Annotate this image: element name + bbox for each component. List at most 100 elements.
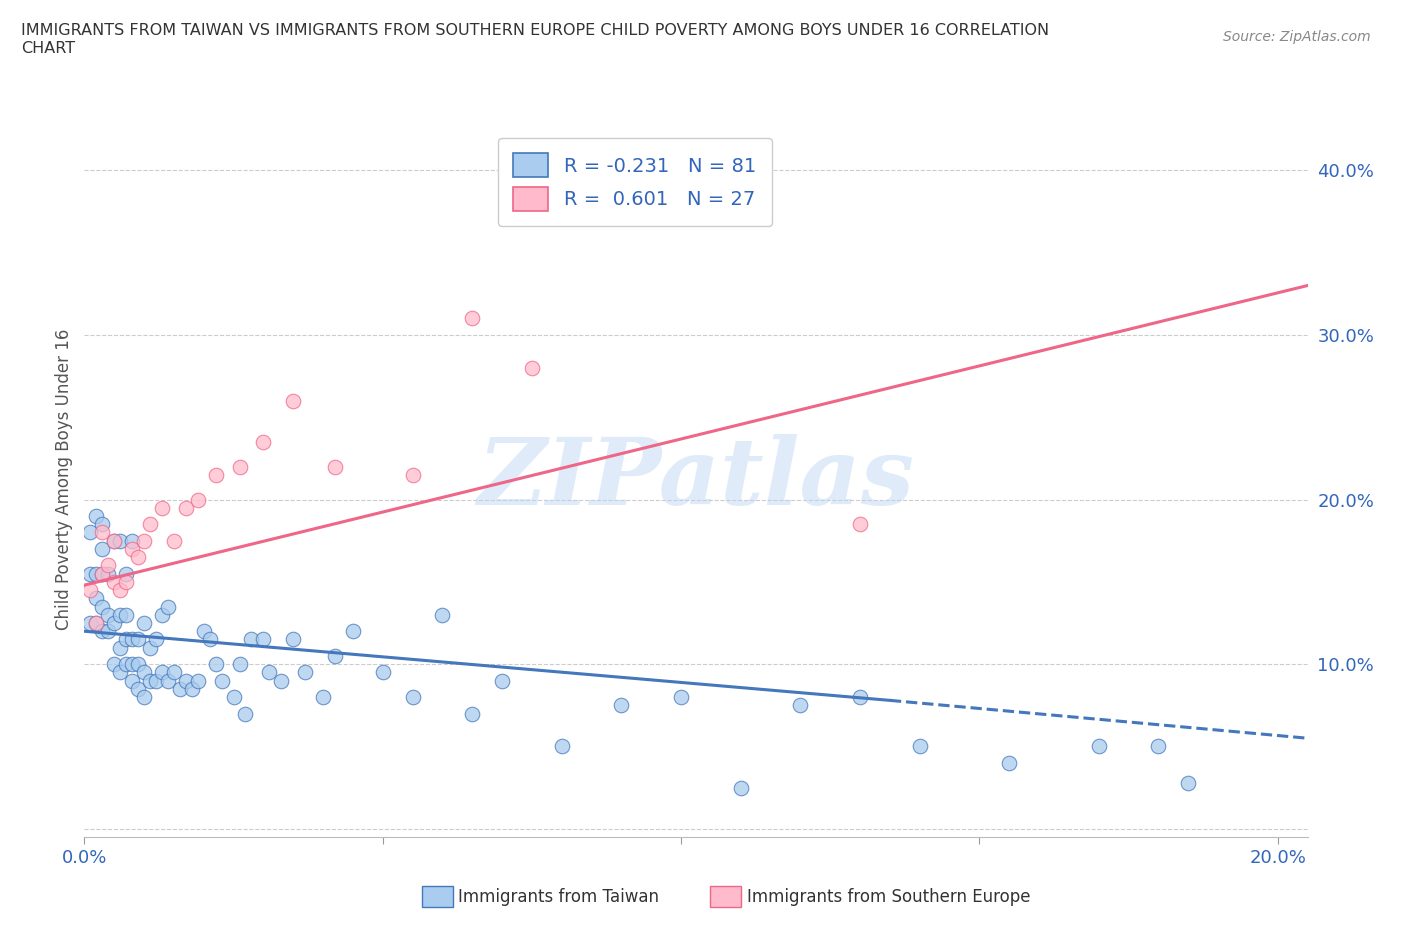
Point <box>139 640 162 655</box>
Point <box>108 640 131 655</box>
Point <box>156 673 179 688</box>
Point <box>187 673 209 688</box>
Point <box>908 739 931 754</box>
Point <box>103 575 125 590</box>
Point <box>103 533 125 548</box>
Point <box>461 311 484 325</box>
Text: ZIPatlas: ZIPatlas <box>478 434 914 524</box>
Point <box>145 673 167 688</box>
Point <box>91 566 114 581</box>
Point <box>121 632 143 647</box>
Point <box>169 682 191 697</box>
Point <box>252 632 274 647</box>
Point <box>97 607 120 622</box>
Point <box>127 682 149 697</box>
Point <box>79 525 101 540</box>
Point <box>998 755 1021 770</box>
Point <box>150 607 173 622</box>
Point <box>198 632 221 647</box>
Point <box>491 673 513 688</box>
Point <box>91 566 114 581</box>
Text: IMMIGRANTS FROM TAIWAN VS IMMIGRANTS FROM SOUTHERN EUROPE CHILD POVERTY AMONG BO: IMMIGRANTS FROM TAIWAN VS IMMIGRANTS FRO… <box>21 23 1049 56</box>
Point <box>204 657 226 671</box>
Point <box>121 533 143 548</box>
Point <box>97 558 120 573</box>
Point <box>91 599 114 614</box>
Point <box>294 665 316 680</box>
Text: Immigrants from Southern Europe: Immigrants from Southern Europe <box>747 887 1031 906</box>
Y-axis label: Child Poverty Among Boys Under 16: Child Poverty Among Boys Under 16 <box>55 328 73 630</box>
Point <box>139 673 162 688</box>
Point <box>115 657 138 671</box>
Point <box>283 393 305 408</box>
Point <box>432 607 454 622</box>
Point <box>127 657 149 671</box>
Point <box>121 541 143 556</box>
Point <box>156 599 179 614</box>
Point <box>730 780 752 795</box>
Point <box>1087 739 1109 754</box>
Point <box>115 632 138 647</box>
Point <box>163 665 186 680</box>
Point <box>401 468 423 483</box>
Point <box>204 468 226 483</box>
Point <box>108 665 131 680</box>
Point <box>371 665 394 680</box>
Point <box>270 673 292 688</box>
Point <box>108 582 131 597</box>
Point <box>115 566 138 581</box>
Point <box>228 657 250 671</box>
Point <box>669 690 692 705</box>
Point <box>150 500 173 515</box>
Point <box>91 525 114 540</box>
Point <box>252 434 274 449</box>
Point <box>342 624 364 639</box>
Point <box>84 616 107 631</box>
Point <box>211 673 233 688</box>
Point <box>174 673 197 688</box>
Point <box>84 591 107 605</box>
Point <box>79 582 101 597</box>
Text: Immigrants from Taiwan: Immigrants from Taiwan <box>458 887 659 906</box>
Point <box>103 533 125 548</box>
Point <box>551 739 574 754</box>
Point <box>401 690 423 705</box>
Point <box>610 698 633 712</box>
Point <box>730 204 752 219</box>
Point <box>174 500 197 515</box>
Point <box>187 492 209 507</box>
Legend: R = -0.231   N = 81, R =  0.601   N = 27: R = -0.231 N = 81, R = 0.601 N = 27 <box>498 138 772 226</box>
Point <box>127 550 149 565</box>
Point <box>79 566 101 581</box>
Point <box>228 459 250 474</box>
Point <box>240 632 263 647</box>
Point <box>323 648 346 663</box>
Point <box>103 616 125 631</box>
Point <box>84 616 107 631</box>
Point <box>145 632 167 647</box>
Point <box>97 624 120 639</box>
Point <box>108 607 131 622</box>
Point <box>103 657 125 671</box>
Point <box>520 361 543 376</box>
Point <box>323 459 346 474</box>
Point <box>180 682 202 697</box>
Point <box>115 575 138 590</box>
Point <box>84 509 107 524</box>
Point <box>91 517 114 532</box>
Point <box>97 566 120 581</box>
Point <box>1177 776 1199 790</box>
Point <box>312 690 335 705</box>
Point <box>193 624 215 639</box>
Point <box>132 533 155 548</box>
Point <box>283 632 305 647</box>
Point <box>789 698 811 712</box>
Point <box>91 624 114 639</box>
Point <box>139 517 162 532</box>
Point <box>461 706 484 721</box>
Point <box>121 657 143 671</box>
Point <box>108 533 131 548</box>
Point <box>1147 739 1170 754</box>
Point <box>115 607 138 622</box>
Point <box>849 690 872 705</box>
